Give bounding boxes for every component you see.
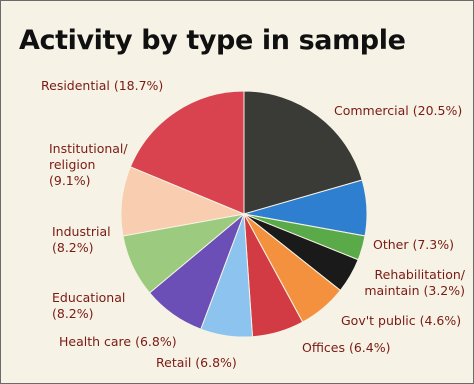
slice-label: Residential (18.7%)	[41, 78, 163, 93]
chart-title: Activity by type in sample	[19, 25, 406, 56]
slice-label: Other (7.3%)	[373, 237, 454, 252]
slice-label: Commercial (20.5%)	[334, 103, 462, 118]
slice-label: Retail (6.8%)	[156, 355, 237, 370]
slice-label: Educational (8.2%)	[52, 290, 125, 321]
slice-label: Offices (6.4%)	[302, 340, 390, 355]
slice-label: Health care (6.8%)	[59, 334, 177, 349]
pie-labels: Commercial (20.5%) Other (7.3%) Rehabilita…	[41, 78, 466, 370]
slice-label: Industrial (8.2%)	[52, 224, 111, 255]
slice-label: Institutional/religion (9.1%)	[49, 141, 128, 188]
pie-slice	[129, 90, 245, 215]
pie-slices	[120, 90, 368, 338]
pie-slice	[243, 90, 363, 215]
slice-label: Rehabilitation/maintain (3.2%)	[364, 267, 465, 298]
slice-label: Gov't public (4.6%)	[341, 313, 461, 328]
